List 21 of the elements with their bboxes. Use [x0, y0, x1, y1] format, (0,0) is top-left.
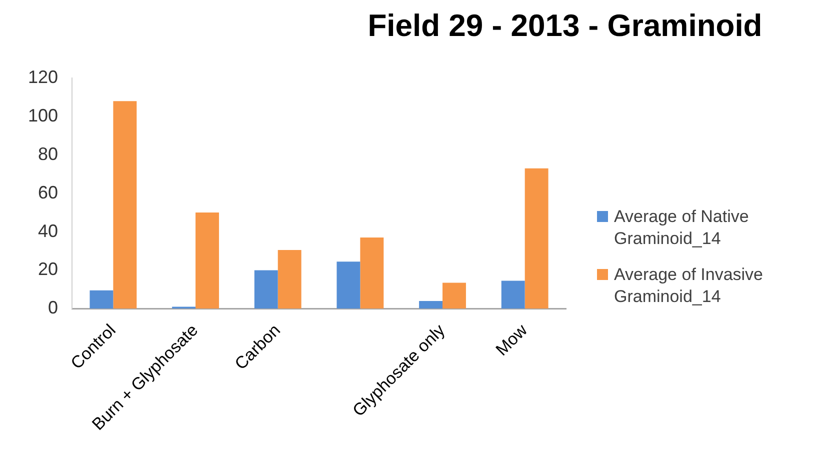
bar — [442, 282, 466, 309]
bar — [113, 101, 137, 309]
y-tick-label: 60 — [38, 182, 58, 202]
bar — [278, 250, 302, 309]
bar — [360, 238, 384, 309]
bar — [336, 262, 360, 309]
bar — [254, 270, 278, 309]
y-tick-label: 40 — [38, 220, 58, 241]
y-tick-label: 80 — [38, 144, 58, 164]
bar — [419, 300, 443, 309]
bar — [524, 168, 548, 309]
chart-title: Field 29 - 2013 - Graminoid — [366, 8, 764, 44]
legend-label: Average of Native Graminoid_14 — [614, 206, 750, 250]
y-tick-label: 0 — [48, 298, 58, 318]
y-tick-label: 100 — [28, 105, 58, 126]
bar — [196, 212, 219, 309]
y-tick-label: 120 — [28, 66, 58, 87]
bar — [501, 280, 525, 309]
bar — [90, 290, 114, 309]
y-tick-label: 20 — [38, 259, 58, 280]
legend-label: Average of Invasive Graminoid_14 — [614, 264, 764, 308]
